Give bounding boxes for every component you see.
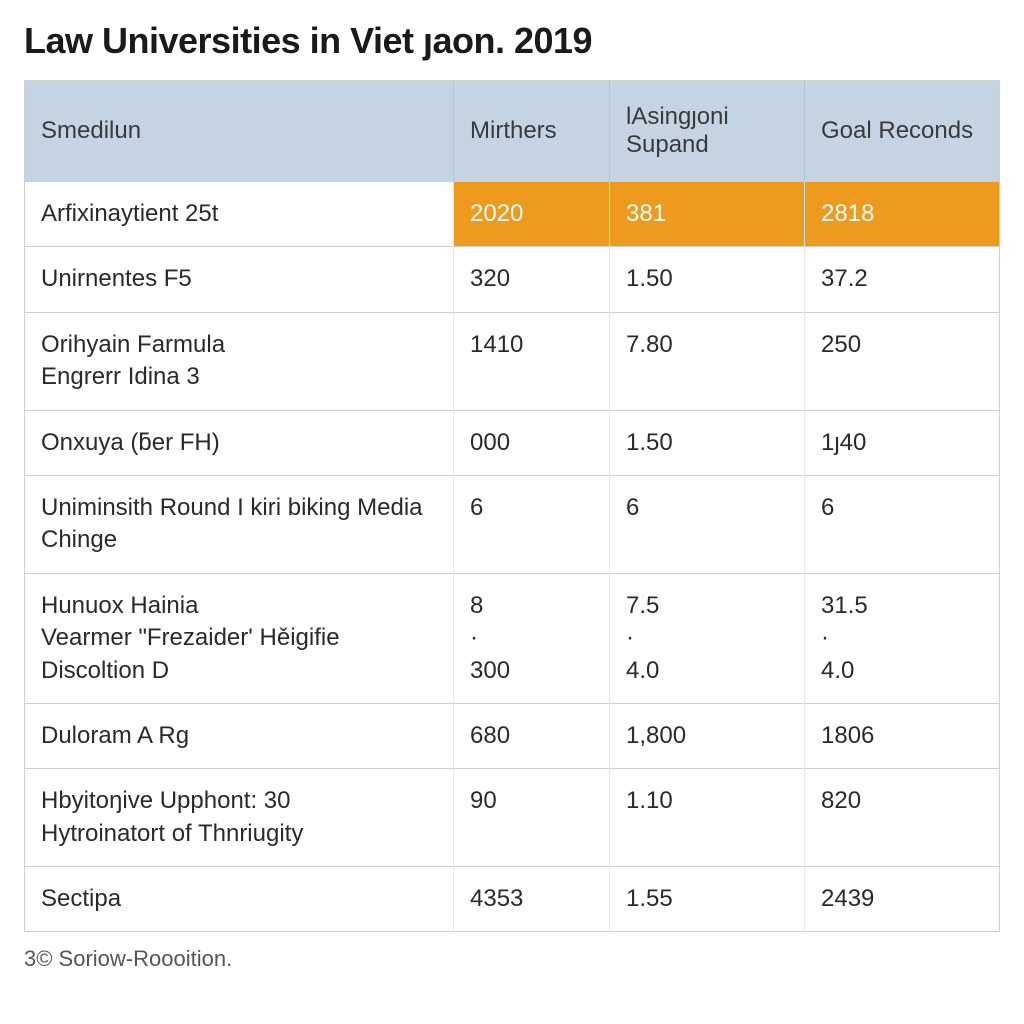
cell-supand: 1.10 <box>610 769 805 867</box>
cell-name: Orihyain Farmula Engrerr Idina 3 <box>25 312 454 410</box>
cell-name: Hunuox Hainia Vearmer "Frezaider' Hěigif… <box>25 573 454 703</box>
cell-supand: 7.80 <box>610 312 805 410</box>
table-row: Orihyain Farmula Engrerr Idina 3 1410 7.… <box>25 312 1000 410</box>
source-note: 3© Soriow-Roooition. <box>24 946 1000 972</box>
cell-reconds: 1ȷ40 <box>805 410 1000 475</box>
table-row: Arfixinaytient 25t 2020 381 2818 <box>25 182 1000 247</box>
col-header-supand: lAsingȷoni Supand <box>610 81 805 182</box>
table-row: Onxuya (ƃer FH) 000 1.50 1ȷ40 <box>25 410 1000 475</box>
cell-mirthers: 680 <box>454 703 610 768</box>
cell-supand: 1.50 <box>610 410 805 475</box>
cell-mirthers: 90 <box>454 769 610 867</box>
cell-mirthers: 320 <box>454 247 610 312</box>
cell-reconds: 2818 <box>805 182 1000 247</box>
page-title: Law Universities in Viet ȷaon. 2019 <box>24 20 1000 62</box>
cell-mirthers: 8 · 300 <box>454 573 610 703</box>
cell-name: Sectipa <box>25 867 454 932</box>
table-body: Arfixinaytient 25t 2020 381 2818 Unirnen… <box>25 182 1000 932</box>
cell-supand: 6 <box>610 475 805 573</box>
cell-mirthers: 2020 <box>454 182 610 247</box>
cell-mirthers: 6 <box>454 475 610 573</box>
table-row: Sectipa 4353 1.55 2439 <box>25 867 1000 932</box>
cell-reconds: 6 <box>805 475 1000 573</box>
cell-name: Duloram A Rg <box>25 703 454 768</box>
col-header-name: Smedilun <box>25 81 454 182</box>
cell-supand: 1.55 <box>610 867 805 932</box>
cell-mirthers: 4353 <box>454 867 610 932</box>
cell-name: Hbyitoŋive Upphont: 30 Hytroinatort of T… <box>25 769 454 867</box>
universities-table: Smedilun Mirthers lAsingȷoni Supand Goal… <box>24 80 1000 932</box>
cell-name: Uniminsith Round I kiri biking Media Chi… <box>25 475 454 573</box>
cell-name: Onxuya (ƃer FH) <box>25 410 454 475</box>
cell-mirthers: 000 <box>454 410 610 475</box>
cell-reconds: 250 <box>805 312 1000 410</box>
cell-supand: 381 <box>610 182 805 247</box>
cell-name: Unirnentes F5 <box>25 247 454 312</box>
table-row: Hbyitoŋive Upphont: 30 Hytroinatort of T… <box>25 769 1000 867</box>
col-header-mirthers: Mirthers <box>454 81 610 182</box>
cell-reconds: 820 <box>805 769 1000 867</box>
table-header-row: Smedilun Mirthers lAsingȷoni Supand Goal… <box>25 81 1000 182</box>
cell-name: Arfixinaytient 25t <box>25 182 454 247</box>
cell-supand: 1,800 <box>610 703 805 768</box>
table-row: Uniminsith Round I kiri biking Media Chi… <box>25 475 1000 573</box>
cell-reconds: 31.5 · 4.0 <box>805 573 1000 703</box>
table-row: Hunuox Hainia Vearmer "Frezaider' Hěigif… <box>25 573 1000 703</box>
cell-mirthers: 1410 <box>454 312 610 410</box>
cell-reconds: 2439 <box>805 867 1000 932</box>
cell-supand: 7.5 · 4.0 <box>610 573 805 703</box>
table-row: Duloram A Rg 680 1,800 1806 <box>25 703 1000 768</box>
cell-supand: 1.50 <box>610 247 805 312</box>
col-header-reconds: Goal Reconds <box>805 81 1000 182</box>
cell-reconds: 1806 <box>805 703 1000 768</box>
cell-reconds: 37.2 <box>805 247 1000 312</box>
table-row: Unirnentes F5 320 1.50 37.2 <box>25 247 1000 312</box>
